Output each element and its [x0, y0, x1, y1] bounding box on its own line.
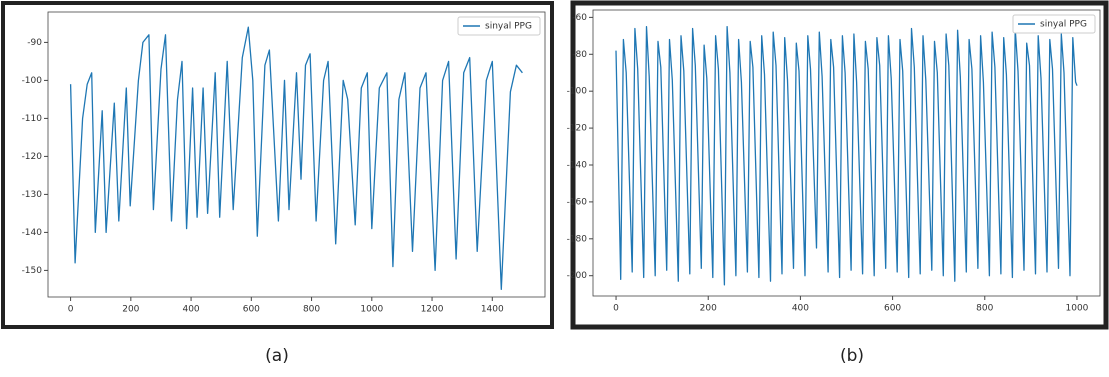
x-tick-label: 800 — [976, 304, 993, 314]
caption: (a) — [265, 346, 289, 366]
y-tick-label: -140 — [567, 160, 588, 170]
y-tick-label: -160 — [567, 197, 588, 207]
x-tick-label: 200 — [122, 305, 139, 315]
y-tick-label: -100 — [22, 76, 43, 86]
legend-label: sinyal PPG — [485, 22, 532, 32]
x-tick-label: 1200 — [421, 305, 444, 315]
y-tick-label: -120 — [567, 124, 588, 134]
plot-area — [47, 11, 546, 298]
y-tick-label: -110 — [22, 114, 43, 124]
x-tick-label: 1000 — [1066, 304, 1089, 314]
x-tick-label: 1400 — [481, 305, 504, 315]
y-tick-label: -60 — [572, 13, 587, 23]
y-tick-label: -140 — [22, 228, 43, 238]
x-tick-label: 1000 — [360, 305, 383, 315]
y-tick-label: -100 — [567, 87, 588, 97]
legend-label: sinyal PPG — [1040, 20, 1087, 30]
y-tick-label: -180 — [567, 234, 588, 244]
legend-box — [457, 16, 541, 36]
x-tick-label: 0 — [68, 305, 74, 315]
plot-area — [592, 9, 1101, 297]
x-tick-label: 0 — [613, 304, 619, 314]
x-tick-label: 200 — [700, 304, 717, 314]
signal-line — [615, 25, 1078, 286]
x-tick-label: 400 — [792, 304, 809, 314]
x-tick-label: 800 — [303, 305, 320, 315]
signal-line — [69, 26, 523, 291]
y-tick-label: -150 — [22, 266, 43, 276]
legend-box — [1012, 14, 1096, 34]
x-tick-label: 400 — [182, 305, 199, 315]
y-tick-label: -200 — [567, 271, 588, 281]
y-tick-label: -80 — [572, 50, 587, 60]
y-tick-label: -120 — [22, 152, 43, 162]
panel-frame — [1, 1, 554, 329]
caption: (b) — [840, 346, 864, 366]
y-tick-label: -90 — [27, 38, 42, 48]
y-tick-label: -130 — [22, 190, 43, 200]
x-tick-label: 600 — [243, 305, 260, 315]
x-tick-label: 600 — [884, 304, 901, 314]
